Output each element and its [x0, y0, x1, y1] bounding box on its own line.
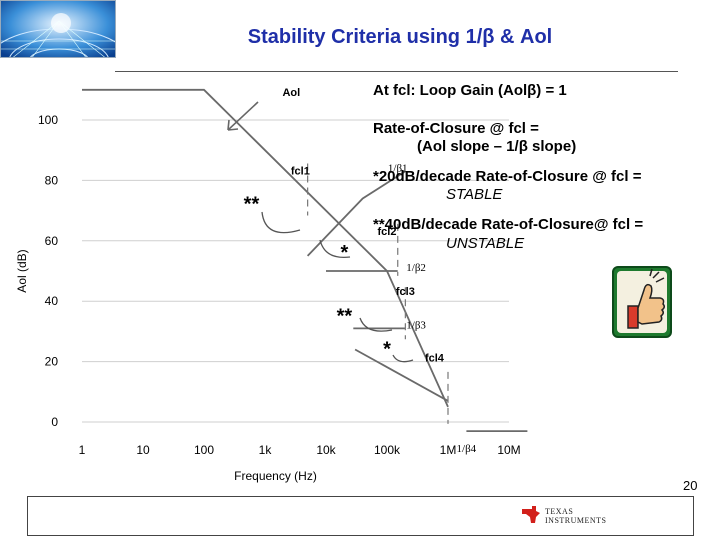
annotation-14: 1/β4 — [457, 443, 477, 455]
x-tick-label: 100k — [374, 443, 401, 457]
annotation-11: 1/β1 — [388, 162, 408, 174]
aol-pointer-arrow — [227, 101, 259, 131]
bullet-unstable-line1: **40dB/decade Rate-of-Closure@ fcl = — [373, 216, 644, 233]
ti-wordmark-line2: INSTRUMENTS — [545, 516, 607, 525]
closure-arc-fcl4 — [392, 354, 414, 363]
plot-markers — [307, 163, 449, 424]
annotation-12: 1/β2 — [406, 262, 426, 274]
y-tick-label: 60 — [45, 234, 59, 248]
x-tick-label: 100 — [194, 443, 214, 457]
closure-arc-fcl3 — [359, 317, 393, 332]
x-axis-label: Frequency (Hz) — [234, 469, 317, 483]
annotation-closure-star: * — [383, 339, 391, 361]
annotation-closure-star: ** — [244, 194, 260, 216]
bode-plot: 0 20 40 60 80 100 1 10 100 1k 10k 100k 1M 10M Frequenc… — [15, 87, 528, 483]
annotation-13: 1/β3 — [406, 319, 426, 331]
annotation-fcl3: fcl3 — [396, 286, 415, 298]
x-tick-label: 1M — [440, 443, 457, 457]
globe-graphic — [1, 1, 115, 57]
x-tick-label: 10k — [316, 443, 336, 457]
x-tick-label: 1k — [259, 443, 273, 457]
title-divider — [115, 71, 678, 72]
series-aol — [82, 88, 449, 408]
y-tick-label: 40 — [45, 294, 59, 308]
ti-wordmark-line1: TEXAS — [545, 507, 574, 516]
bullet-rate-of-closure-line1: Rate-of-Closure @ fcl = — [373, 120, 539, 137]
annotation-fcl2: fcl2 — [378, 226, 397, 238]
annotation-fcl4: fcl4 — [425, 353, 445, 365]
bullet-unstable-line2: UNSTABLE — [446, 235, 525, 252]
plot-series — [82, 88, 528, 433]
bullet-loop-gain: At fcl: Loop Gain (Aolβ) = 1 — [373, 82, 567, 99]
x-tick-label: 10M — [497, 443, 520, 457]
plot-labels: 0 20 40 60 80 100 1 10 100 1k 10k 100k 1M 10M Frequenc… — [15, 87, 521, 483]
bullet-stable-line2: STABLE — [446, 186, 503, 203]
x-tick-label: 10 — [136, 443, 150, 457]
annotation-aol: Aol — [282, 87, 300, 99]
plot-grid — [82, 119, 509, 423]
closure-arc-fcl2 — [319, 239, 351, 259]
page-number: 20 — [683, 478, 698, 493]
ti-wordmark: TEXAS INSTRUMENTS — [545, 507, 607, 525]
y-tick-label: 80 — [45, 173, 59, 187]
thumbs-up-icon — [612, 266, 672, 338]
bullet-stable-line1: *20dB/decade Rate-of-Closure @ fcl = — [373, 168, 642, 185]
y-axis-label: Aol (dB) — [15, 249, 29, 292]
y-tick-label: 100 — [38, 113, 58, 127]
closure-arc-fcl1 — [261, 211, 301, 234]
ti-logo-icon — [522, 506, 540, 523]
x-tick-label: 1 — [79, 443, 86, 457]
annotation-fcl1: fcl1 — [291, 165, 310, 177]
y-tick-label: 20 — [45, 355, 59, 369]
header-logo-image — [0, 0, 116, 58]
series-11 — [306, 170, 406, 257]
footer-bar — [27, 496, 694, 536]
arrowhead-icon — [227, 119, 239, 131]
y-tick-label: 0 — [51, 415, 58, 429]
annotation-closure-star: * — [340, 242, 348, 264]
series-fcl4-closure — [354, 348, 449, 402]
annotation-closure-star: ** — [337, 305, 353, 327]
bullet-rate-of-closure-line2: (Aol slope – 1/β slope) — [417, 138, 577, 155]
slide-title: Stability Criteria using 1/β & Aol — [247, 26, 553, 48]
